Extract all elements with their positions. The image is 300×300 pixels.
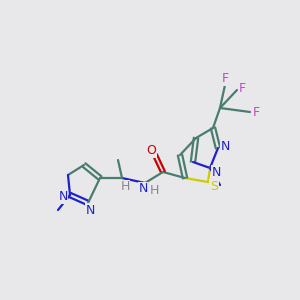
Text: F: F <box>252 106 260 118</box>
Text: O: O <box>146 145 156 158</box>
Text: N: N <box>58 190 68 203</box>
Text: N: N <box>138 182 148 196</box>
Text: N: N <box>211 166 221 178</box>
Text: N: N <box>85 203 95 217</box>
Text: F: F <box>221 73 229 85</box>
Text: N: N <box>220 140 230 154</box>
Text: H: H <box>149 184 159 196</box>
Text: F: F <box>238 82 246 95</box>
Text: S: S <box>210 179 218 193</box>
Text: H: H <box>120 181 130 194</box>
